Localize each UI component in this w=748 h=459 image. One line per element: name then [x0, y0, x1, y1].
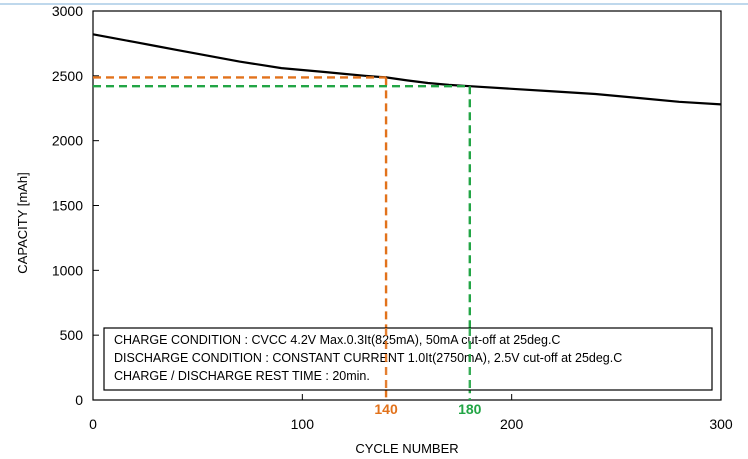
y-tick-label: 2000 — [52, 133, 83, 149]
y-axis-label: CAPACITY [mAh] — [15, 172, 30, 273]
marker-label: 140 — [374, 401, 398, 417]
capacity-series-line — [92, 33, 722, 106]
x-tick-label: 0 — [89, 416, 97, 432]
y-tick-label: 1500 — [52, 198, 83, 214]
x-tick-label: 300 — [709, 416, 733, 432]
marker-label: 180 — [458, 401, 482, 417]
conditions-line: DISCHARGE CONDITION : CONSTANT CURRENT 1… — [114, 351, 622, 365]
conditions-line: CHARGE CONDITION : CVCC 4.2V Max.0.3It(8… — [114, 333, 560, 347]
conditions-line: CHARGE / DISCHARGE REST TIME : 20min. — [114, 369, 370, 383]
conditions-box — [103, 327, 713, 391]
plot-area: 0 500 1000 1500 2000 2500 3000 0 100 200 300 140 180… — [52, 3, 733, 432]
y-tick-label: 3000 — [52, 3, 83, 19]
y-tick-label: 1000 — [52, 262, 83, 278]
x-tick-label: 100 — [291, 416, 315, 432]
x-tick-label: 200 — [500, 416, 524, 432]
y-tick-label: 0 — [75, 392, 83, 408]
y-tick-label: 500 — [60, 327, 84, 343]
x-axis-label: CYCLE NUMBER — [355, 441, 458, 456]
y-tick-label: 2500 — [52, 68, 83, 84]
